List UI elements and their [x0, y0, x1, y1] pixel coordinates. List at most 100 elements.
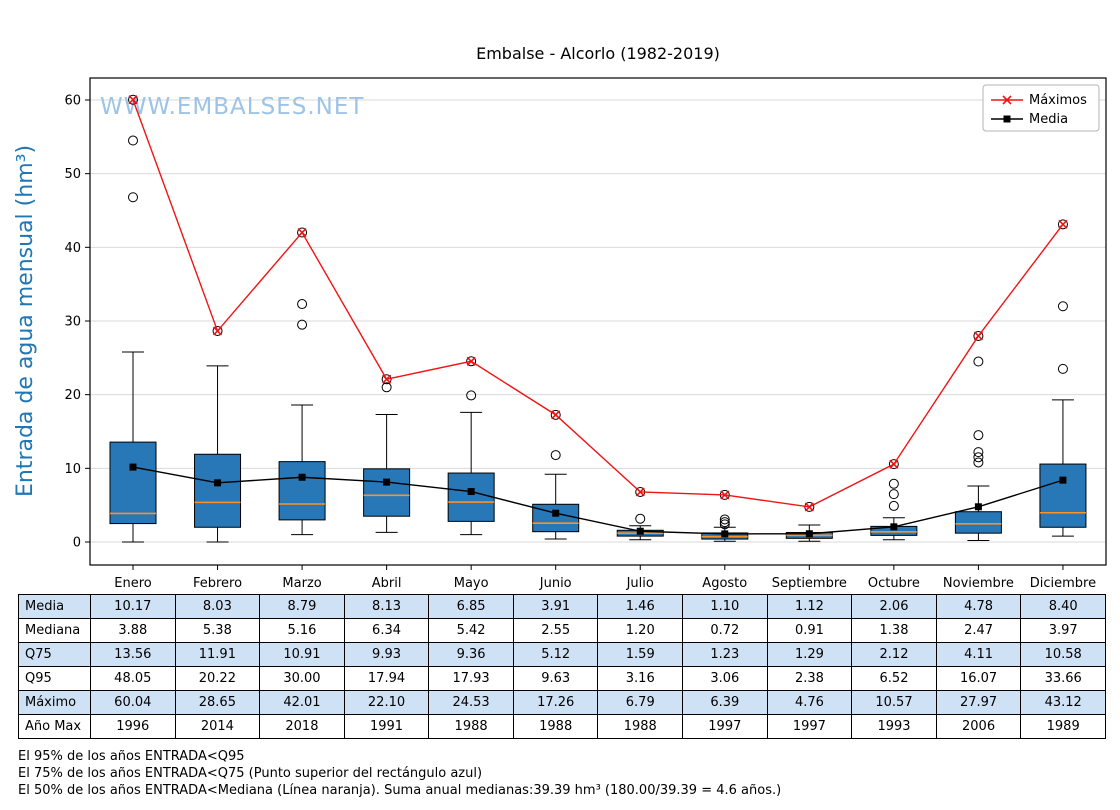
- table-cell: 2.12: [851, 642, 937, 667]
- outlier-point: [973, 452, 984, 463]
- table-row: Media 10.17 8.03 8.79 8.13 6.85 3.91 1.46 1.10 1.…: [18, 594, 1106, 619]
- square-marker: [129, 463, 137, 471]
- boxplots: [109, 94, 1087, 543]
- table-cell: 1991: [343, 714, 430, 739]
- outlier-point: [973, 447, 984, 458]
- table-row: Máximo 60.04 28.65 42.01 22.10 24.53 17.26 6.79…: [18, 690, 1106, 715]
- outlier-point: [381, 374, 392, 385]
- outlier-point: [888, 478, 899, 489]
- x-marker: [212, 326, 223, 336]
- x-tick-label: Julio: [626, 576, 654, 591]
- table-cell: 1997: [682, 714, 768, 739]
- x-tick-label: Mayo: [454, 576, 489, 591]
- table-cell: 33.66: [1020, 666, 1106, 691]
- outlier-point: [128, 192, 138, 203]
- watermark: WWW.EMBALSES.NET: [100, 94, 364, 120]
- square-marker: [721, 530, 729, 538]
- table-cell: 6.79: [597, 690, 684, 715]
- table-cell: 8.79: [259, 594, 345, 619]
- x-marker: [804, 502, 814, 512]
- x-marker: [297, 227, 307, 238]
- table-cell: 2.38: [766, 666, 853, 691]
- table-cell: 1.59: [597, 642, 684, 667]
- table-row: Año Max 1996 2014 2018 1991 1988 1988 1988 1997 1…: [18, 714, 1106, 739]
- table-cell: 0.91: [766, 618, 853, 643]
- table-row: Mediana 3.88 5.38 5.16 6.34 5.42 2.55 1.20 0.72 0…: [18, 618, 1106, 643]
- table-cell: 2.55: [512, 618, 599, 643]
- x-tick-label: Marzo: [282, 576, 321, 591]
- outlier-point: [466, 356, 477, 367]
- y-tick-label: 40: [64, 241, 81, 256]
- table-cell: 6.52: [851, 666, 937, 691]
- table-cell: 1997: [766, 714, 853, 739]
- table-cell: 10.17: [90, 594, 176, 619]
- row-label: Año Max: [18, 714, 91, 739]
- table-cell: 6.85: [428, 594, 514, 619]
- stats-table: Media 10.17 8.03 8.79 8.13 6.85 3.91 1.46 1.10 1.…: [18, 594, 1106, 739]
- box: [109, 441, 157, 525]
- table-cell: 10.58: [1020, 642, 1106, 667]
- boxplot-chart: WWW.EMBALSES.NET 0 10 20 30 40 50 60 Enero Febrer…: [13, 77, 1107, 591]
- x-tick-label: Noviembre: [943, 576, 1014, 591]
- table-cell: 3.16: [597, 666, 684, 691]
- table-cell: 3.06: [682, 666, 768, 691]
- square-marker: [552, 509, 560, 517]
- maximos-line: [128, 95, 1068, 512]
- square-marker: [974, 503, 982, 511]
- x-axis: Enero Febrero Marzo Abril Mayo Junio Julio Agos…: [114, 565, 1096, 591]
- x-tick-label: Septiembre: [772, 576, 847, 591]
- box: [363, 468, 411, 517]
- y-tick-label: 30: [64, 315, 81, 330]
- table-cell: 2014: [174, 714, 261, 739]
- box: [1039, 463, 1087, 528]
- row-label: Mediana: [18, 618, 91, 643]
- table-cell: 17.94: [343, 666, 430, 691]
- table-cell: 5.38: [174, 618, 261, 643]
- table-cell: 48.05: [90, 666, 176, 691]
- row-label: Media: [18, 594, 91, 619]
- table-cell: 60.04: [90, 690, 176, 715]
- x-marker: [382, 374, 392, 384]
- table-cell: 1988: [428, 714, 514, 739]
- outlier-point: [888, 489, 899, 500]
- x-tick-label: Octubre: [868, 576, 920, 591]
- table-cell: 2.47: [935, 618, 1022, 643]
- table-cell: 2018: [259, 714, 345, 739]
- table-row: Q95 48.05 20.22 30.00 17.94 17.93 9.63 3.16 3.06…: [18, 666, 1106, 691]
- table-cell: 13.56: [90, 642, 176, 667]
- table-cell: 16.07: [935, 666, 1022, 691]
- box: [954, 511, 1002, 534]
- box: [447, 472, 495, 522]
- table-cell: 6.34: [343, 618, 430, 643]
- row-label: Máximo: [18, 690, 91, 715]
- outlier-point: [128, 94, 138, 105]
- table-cell: 10.57: [851, 690, 937, 715]
- legend-label-maximos: Máximos: [1029, 93, 1087, 108]
- table-cell: 1.20: [597, 618, 684, 643]
- table-cell: 17.93: [428, 666, 514, 691]
- table-cell: 1.10: [682, 594, 768, 619]
- x-tick-label: Junio: [539, 576, 572, 591]
- legend-square-marker: [1003, 115, 1011, 123]
- table-cell: 3.88: [90, 618, 176, 643]
- table-cell: 22.10: [343, 690, 430, 715]
- footnote-q95: El 95% de los años ENTRADA<Q95: [18, 749, 245, 764]
- x-marker: [889, 459, 899, 469]
- outlier-point: [635, 513, 646, 524]
- table-cell: 6.39: [682, 690, 768, 715]
- table-cell: 5.42: [428, 618, 514, 643]
- x-tick-label: Agosto: [702, 576, 747, 591]
- outlier-point: [973, 330, 984, 341]
- media-line: [129, 463, 1067, 538]
- table-cell: 4.78: [935, 594, 1022, 619]
- outlier-point: [550, 409, 561, 420]
- outlier-point: [973, 457, 984, 468]
- table-cell: 3.91: [512, 594, 599, 619]
- outlier-point: [719, 514, 730, 525]
- table-row: Q75 13.56 11.91 10.91 9.93 9.36 5.12 1.59 1.23 1.…: [18, 642, 1106, 667]
- legend-x-marker: [1002, 95, 1012, 105]
- square-marker: [1059, 476, 1067, 484]
- row-label: Q95: [18, 666, 91, 691]
- x-marker: [635, 487, 645, 497]
- table-cell: 42.01: [259, 690, 345, 715]
